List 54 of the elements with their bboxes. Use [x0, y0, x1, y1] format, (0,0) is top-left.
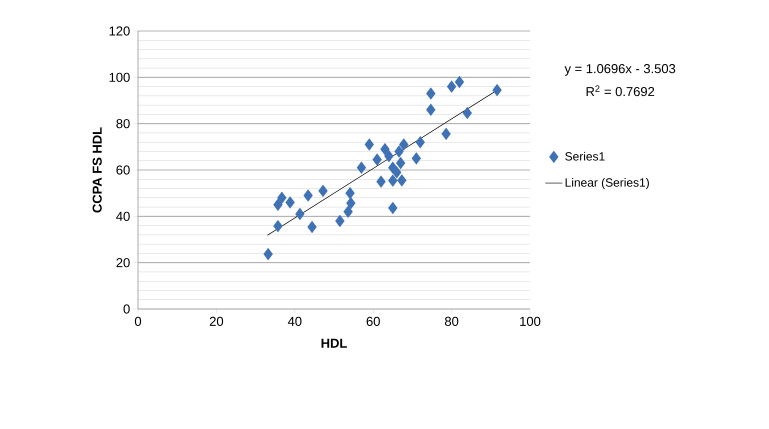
point — [492, 84, 502, 96]
point — [356, 161, 366, 174]
point — [454, 76, 464, 88]
y-tick-label: 100 — [110, 72, 130, 82]
point — [416, 136, 425, 148]
text: R$^{2}$ = 0.7692 — [586, 85, 654, 96]
point — [426, 104, 436, 116]
y-tick-label: 120 — [110, 26, 130, 36]
point — [273, 220, 283, 232]
x-tick-label: 100 — [520, 316, 540, 326]
point — [285, 196, 295, 209]
point — [446, 80, 456, 93]
point — [426, 87, 436, 100]
point — [388, 174, 398, 187]
x-tick-label: 0 — [134, 316, 142, 326]
point — [295, 208, 305, 220]
point — [303, 189, 313, 202]
point — [384, 150, 394, 162]
point — [462, 106, 472, 120]
point — [346, 196, 356, 210]
y-tick-label: 0 — [124, 304, 130, 314]
x-axis-title: HDL — [322, 338, 347, 348]
point — [307, 220, 317, 234]
point — [335, 214, 345, 228]
x-tick-label: 80 — [444, 316, 458, 326]
point — [380, 142, 390, 156]
text: y = 1.0696x - 3.503 — [564, 64, 676, 76]
x-tick-label: 60 — [366, 316, 380, 326]
point — [372, 153, 382, 166]
x-tick-label: 40 — [288, 316, 302, 326]
y-tick-label: 80 — [116, 119, 130, 128]
point — [376, 175, 386, 188]
y-axis-title: CCPA FS HDL — [92, 127, 102, 213]
point — [441, 128, 451, 140]
point — [412, 152, 422, 165]
point — [263, 248, 273, 260]
point — [397, 174, 407, 187]
point — [277, 192, 287, 204]
point — [388, 202, 398, 214]
y-tick-label: 20 — [116, 258, 130, 268]
point — [394, 145, 404, 158]
y-tick-label: 60 — [116, 165, 130, 175]
legend-label: Series1 — [565, 152, 605, 161]
point — [345, 186, 355, 200]
y-tick-label: 40 — [116, 212, 130, 221]
point — [273, 198, 283, 211]
point — [343, 206, 353, 218]
point — [392, 166, 402, 179]
x-tick-label: 20 — [210, 316, 224, 326]
point — [396, 156, 406, 170]
legend-label: Linear (Series1) — [566, 178, 649, 190]
point — [318, 184, 328, 198]
point — [364, 138, 374, 151]
point — [399, 138, 408, 151]
